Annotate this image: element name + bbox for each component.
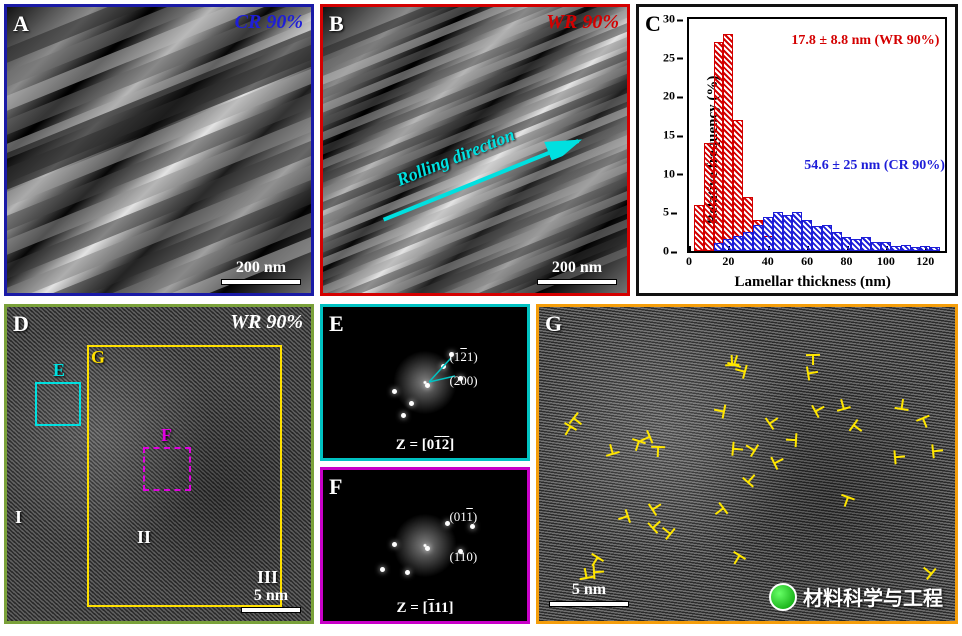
zone-axis-label: Z = [111] [323, 600, 527, 617]
scalebar-line [241, 607, 301, 613]
panel-letter: G [545, 311, 562, 337]
x-axis-label: Lamellar thickness (nm) [734, 274, 890, 291]
scalebar-line [221, 279, 301, 285]
scalebar-text: 200 nm [221, 259, 301, 277]
panel-letter: B [329, 11, 344, 37]
zone-axis-label: Z = [012] [323, 437, 527, 454]
scalebar-text: 5 nm [549, 581, 629, 599]
panel-d: EFG IIIIII D WR 90% 5 nm [4, 304, 314, 624]
panel-a-label: CR 90% [235, 11, 303, 34]
scalebar-text: 5 nm [241, 587, 301, 605]
panel-letter: E [329, 311, 344, 337]
lamellae-streaks [7, 7, 311, 293]
panel-letter: A [13, 11, 29, 37]
panel-letter: C [645, 11, 661, 37]
fft-spots [323, 470, 527, 621]
scalebar-line [549, 601, 629, 607]
panel-b-label: WR 90% [546, 11, 619, 34]
panel-f-fft: F (011)(110) Z = [111] [320, 467, 530, 624]
panel-c-chart: C Relative frequency (%) Lamellar thickn… [636, 4, 958, 296]
panel-a: A CR 90% 200 nm [4, 4, 314, 296]
scalebar-text: 200 nm [537, 259, 617, 277]
scalebar-line [537, 279, 617, 285]
wechat-icon [769, 583, 797, 611]
panel-b: B WR 90% Rolling direction 200 nm [320, 4, 630, 296]
panel-e-fft: E (121)(200) Z = [012] [320, 304, 530, 461]
panel-letter: F [329, 474, 342, 500]
scalebar-g: 5 nm [549, 581, 629, 607]
panel-d-label: WR 90% [230, 311, 303, 334]
scalebar-a: 200 nm [221, 259, 301, 285]
chart-plot-area: 05101520253002040608010012017.8 ± 8.8 nm… [687, 17, 947, 253]
fft-spots [323, 307, 527, 458]
watermark-text: 材料科学与工程 [803, 582, 943, 611]
panel-letter: D [13, 311, 29, 337]
watermark: 材料科学与工程 [769, 582, 943, 611]
scalebar-d: 5 nm [241, 587, 301, 613]
panel-g: G 5 nm 材料科学与工程 [536, 304, 958, 624]
scalebar-b: 200 nm [537, 259, 617, 285]
